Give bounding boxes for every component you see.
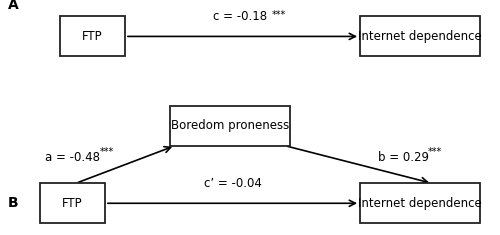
Text: ***: *** (272, 9, 285, 20)
Text: c’ = -0.04: c’ = -0.04 (204, 177, 262, 190)
Text: ***: *** (100, 147, 114, 157)
Text: FTP: FTP (62, 197, 83, 210)
FancyBboxPatch shape (360, 183, 480, 223)
FancyBboxPatch shape (60, 16, 125, 56)
FancyBboxPatch shape (360, 16, 480, 56)
Text: FTP: FTP (82, 30, 103, 43)
Text: B: B (8, 196, 18, 210)
Text: a = -0.48: a = -0.48 (46, 151, 100, 164)
Text: ***: *** (428, 147, 442, 157)
FancyBboxPatch shape (170, 106, 290, 146)
Text: Internet dependence: Internet dependence (358, 197, 482, 210)
FancyBboxPatch shape (40, 183, 105, 223)
Text: c = -0.18: c = -0.18 (213, 11, 267, 24)
Text: A: A (8, 0, 18, 12)
Text: Internet dependence: Internet dependence (358, 30, 482, 43)
Text: Boredom proneness: Boredom proneness (171, 119, 289, 132)
Text: b = 0.29: b = 0.29 (378, 151, 429, 164)
